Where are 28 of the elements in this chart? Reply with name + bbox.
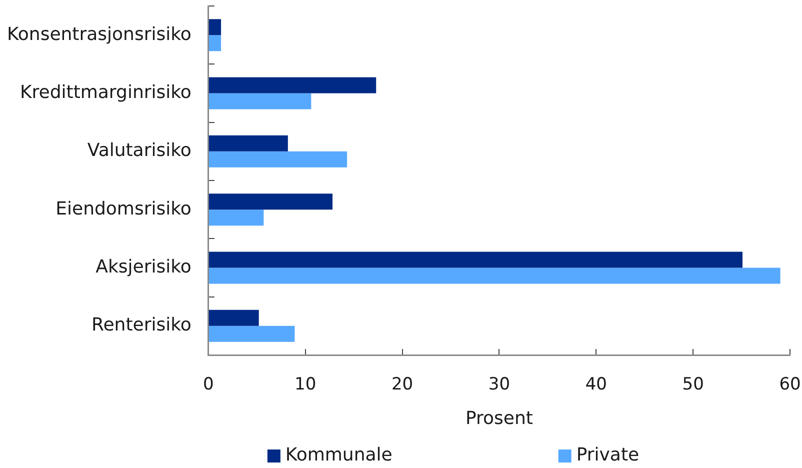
x-tick-label: 50 [682, 374, 704, 395]
bar [208, 210, 264, 226]
y-tick-label: Konsentrasjonsrisiko [6, 24, 192, 45]
x-axis-title: Prosent [465, 408, 533, 429]
bar [208, 93, 312, 110]
x-tick-label: 20 [391, 374, 414, 395]
bar [208, 326, 295, 342]
bar [208, 19, 222, 36]
bar [208, 77, 376, 94]
bar [208, 151, 348, 168]
y-tick-label: Valutarisiko [87, 140, 192, 162]
x-tick-label: 10 [294, 374, 316, 395]
bar [208, 135, 288, 152]
x-tick-label: 60 [779, 374, 801, 395]
x-tick-label: 30 [488, 374, 510, 395]
x-tick-label: 0 [203, 374, 214, 395]
bar [208, 268, 780, 284]
legend-label: Kommunale [285, 444, 392, 466]
bar [208, 310, 259, 326]
bar [208, 194, 332, 210]
bar [208, 35, 222, 52]
y-tick-label: Eiendomsrisiko [56, 198, 192, 220]
legend-label: Private [576, 444, 640, 466]
y-tick-label: Aksjerisiko [96, 256, 192, 278]
bar [208, 252, 743, 268]
x-tick-label: 40 [585, 374, 607, 395]
y-tick-label: Kredittmarginrisiko [20, 82, 192, 103]
y-tick-label: Renterisiko [92, 314, 192, 336]
